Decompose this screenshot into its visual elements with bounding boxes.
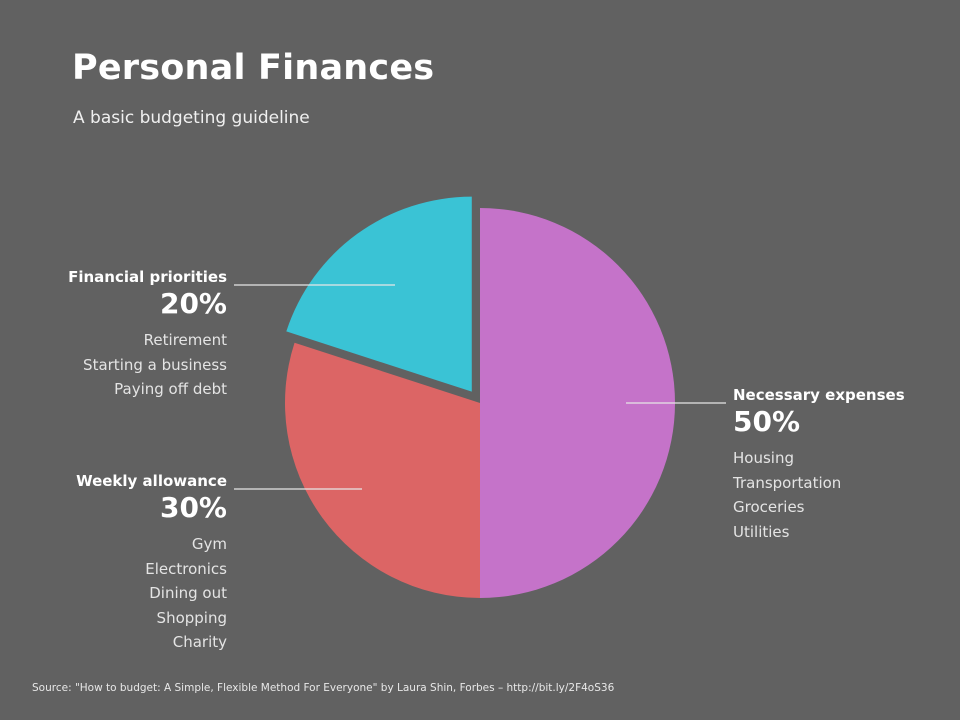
category-percent: 20% [159,287,227,320]
pie-slice-necessary-expenses [480,208,675,598]
category-item: Housing [733,449,794,467]
category-item: Gym [191,535,227,553]
category-item: Shopping [156,608,227,627]
label-weekly-allowance: Weekly allowance 30% Gym Electronics Din… [76,472,227,655]
category-item: Dining out [149,584,227,602]
label-financial-priorities: Financial priorities 20% Retirement Star… [68,268,227,402]
category-item: Paying off debt [114,380,227,398]
category-percent: 50% [733,405,801,438]
chart-title: Personal Finances [72,48,435,88]
source-note: Source: "How to budget: A Simple, Flexib… [32,682,615,694]
category-percent: 30% [159,491,227,524]
category-name: Necessary expenses [733,386,905,404]
category-item: Starting a business [83,355,227,374]
category-item: Utilities [733,522,790,541]
category-name: Financial priorities [68,268,227,286]
category-item: Groceries [733,498,805,516]
category-item: Transportation [733,473,842,492]
category-item: Retirement [143,331,227,349]
pie-slice-weekly-allowance [285,342,480,598]
label-necessary-expenses: Necessary expenses 50% Housing Transport… [733,386,905,544]
category-item: Electronics [145,559,227,578]
chart-subtitle: A basic budgeting guideline [73,108,310,128]
pie-slice-financial-priorities [286,196,472,392]
category-name: Weekly allowance [76,472,227,490]
category-item: Charity [172,633,227,651]
